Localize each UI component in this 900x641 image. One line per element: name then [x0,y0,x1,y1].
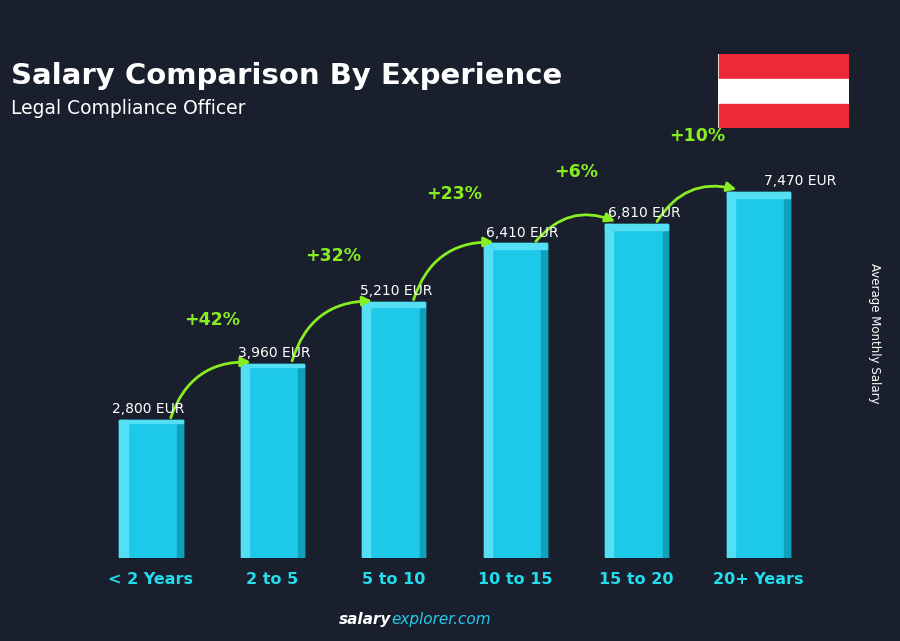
Text: Average Monthly Salary: Average Monthly Salary [868,263,881,404]
Bar [726,192,789,558]
Bar [120,420,183,558]
Bar [419,303,426,558]
Text: 3,960 EUR: 3,960 EUR [238,345,310,360]
Bar [726,192,734,558]
Text: Salary Comparison By Experience: Salary Comparison By Experience [11,62,562,90]
Text: +23%: +23% [427,185,482,203]
Text: +10%: +10% [670,128,725,146]
Text: 7,470 EUR: 7,470 EUR [764,174,836,188]
Text: 6,410 EUR: 6,410 EUR [486,226,559,240]
Bar [784,192,789,558]
Text: 2,800 EUR: 2,800 EUR [112,403,184,417]
Bar [298,363,304,558]
Bar [241,363,304,367]
Bar [483,244,547,249]
Bar [241,363,304,558]
Bar [362,303,426,307]
Bar [483,244,492,558]
Bar [719,104,848,128]
Bar [605,224,613,558]
Text: Legal Compliance Officer: Legal Compliance Officer [11,99,246,119]
Bar [662,224,668,558]
Text: +32%: +32% [305,247,361,265]
Bar [719,79,848,104]
Bar [362,303,426,558]
Bar [120,420,183,423]
FancyBboxPatch shape [717,53,850,129]
Bar [483,244,547,558]
Bar [120,420,128,558]
Text: salary: salary [339,612,392,627]
Text: explorer.com: explorer.com [392,612,491,627]
Bar [541,244,547,558]
Bar [719,54,848,78]
Bar [241,363,249,558]
Text: 5,210 EUR: 5,210 EUR [360,285,432,298]
Bar [605,224,668,230]
Bar [605,224,668,558]
Bar [726,192,789,198]
Text: +42%: +42% [184,312,239,329]
Bar [362,303,371,558]
Text: 6,810 EUR: 6,810 EUR [608,206,680,220]
Text: +6%: +6% [554,163,598,181]
Bar [176,420,183,558]
